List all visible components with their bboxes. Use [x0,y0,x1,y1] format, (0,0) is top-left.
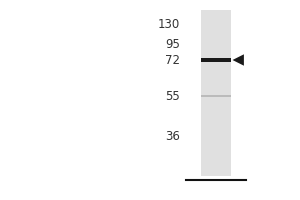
Text: 36: 36 [165,130,180,142]
Text: 72: 72 [165,53,180,66]
Text: 55: 55 [165,90,180,102]
Bar [201,95,231,97]
Text: 130: 130 [158,18,180,30]
Text: 95: 95 [165,38,180,50]
Bar [201,10,231,176]
Bar [201,58,231,62]
Polygon shape [232,54,244,66]
